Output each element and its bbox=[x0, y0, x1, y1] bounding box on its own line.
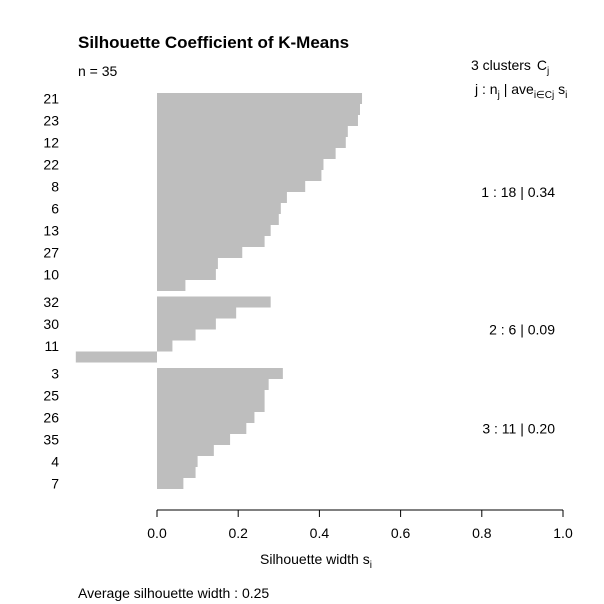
silhouette-bar bbox=[157, 401, 265, 412]
silhouette-bar bbox=[157, 104, 360, 115]
silhouette-bar bbox=[157, 159, 324, 170]
cluster-summary-labels: 1 : 18 | 0.34 2 : 6 | 0.09 3 : 11 | 0.20 bbox=[481, 184, 555, 437]
silhouette-bar bbox=[157, 170, 322, 181]
silhouette-bar bbox=[157, 318, 216, 330]
silhouette-bar bbox=[157, 329, 196, 341]
cluster-summary-label: 2 : 6 | 0.09 bbox=[489, 322, 555, 338]
legend-header-clusters: 3 clusters Cj bbox=[471, 57, 549, 77]
silhouette-bar bbox=[157, 456, 198, 467]
silhouette-bar bbox=[157, 478, 184, 489]
sample-size-label: n = 35 bbox=[78, 63, 118, 79]
legend-header-columns: j : nj | avei∈Cj si bbox=[474, 81, 567, 101]
silhouette-bars bbox=[75, 93, 363, 489]
observation-label: 23 bbox=[43, 113, 59, 129]
silhouette-bar bbox=[157, 247, 243, 258]
observation-label: 8 bbox=[51, 179, 59, 195]
silhouette-bar bbox=[157, 258, 218, 269]
silhouette-bar bbox=[157, 280, 186, 291]
silhouette-bar bbox=[157, 126, 348, 137]
silhouette-bar bbox=[157, 445, 214, 456]
observation-label: 6 bbox=[51, 201, 59, 217]
observation-label: 21 bbox=[43, 91, 59, 107]
observation-label: 7 bbox=[51, 476, 59, 492]
observation-label: 4 bbox=[51, 454, 59, 470]
silhouette-bar bbox=[157, 368, 283, 379]
observation-label: 30 bbox=[43, 316, 59, 332]
x-tick-label: 0.2 bbox=[228, 525, 248, 541]
observation-label: 11 bbox=[44, 338, 59, 354]
observation-labels: 21 23 12 22 8 6 13 27 10 32 30 11 3 25 26 35 4 7 bbox=[43, 91, 59, 492]
silhouette-bar bbox=[157, 467, 196, 478]
average-silhouette-width: Average silhouette width : 0.25 bbox=[78, 585, 269, 601]
silhouette-bar bbox=[157, 296, 271, 308]
silhouette-bar bbox=[157, 269, 216, 280]
silhouette-bar bbox=[157, 390, 265, 401]
x-tick-label: 0.6 bbox=[391, 525, 411, 541]
observation-label: 27 bbox=[43, 245, 59, 261]
silhouette-bar bbox=[157, 192, 287, 203]
silhouette-bar bbox=[157, 181, 306, 192]
cluster-summary-label: 3 : 11 | 0.20 bbox=[482, 421, 555, 437]
silhouette-bar bbox=[157, 137, 346, 148]
observation-label: 25 bbox=[43, 388, 59, 404]
silhouette-bar bbox=[75, 351, 157, 363]
silhouette-bar bbox=[157, 93, 363, 104]
x-axis-label: Silhouette width si bbox=[260, 551, 372, 571]
silhouette-bar bbox=[157, 423, 247, 434]
observation-label: 22 bbox=[43, 157, 59, 173]
chart-title: Silhouette Coefficient of K-Means bbox=[78, 33, 349, 52]
silhouette-bar bbox=[157, 379, 269, 390]
observation-label: 13 bbox=[43, 223, 59, 239]
observation-label: 3 bbox=[51, 366, 59, 382]
silhouette-bar bbox=[157, 148, 336, 159]
silhouette-bar bbox=[157, 225, 271, 236]
silhouette-bar bbox=[157, 434, 231, 445]
observation-label: 10 bbox=[43, 267, 59, 283]
observation-label: 35 bbox=[43, 432, 59, 448]
silhouette-bar bbox=[157, 236, 265, 247]
observation-label: 26 bbox=[43, 410, 59, 426]
silhouette-bar bbox=[157, 307, 237, 319]
x-tick-label: 0.4 bbox=[310, 525, 330, 541]
silhouette-bar bbox=[157, 412, 255, 423]
observation-label: 12 bbox=[43, 135, 59, 151]
x-tick-label: 1.0 bbox=[553, 525, 573, 541]
x-tick-label: 0.0 bbox=[147, 525, 167, 541]
silhouette-bar bbox=[157, 214, 279, 225]
silhouette-bar bbox=[157, 340, 173, 352]
x-tick-label: 0.8 bbox=[472, 525, 492, 541]
silhouette-bar bbox=[157, 115, 358, 126]
x-axis-ticks: 0.0 0.2 0.4 0.6 0.8 1.0 bbox=[147, 510, 573, 541]
cluster-summary-label: 1 : 18 | 0.34 bbox=[481, 184, 555, 200]
silhouette-bar bbox=[157, 203, 281, 214]
observation-label: 32 bbox=[43, 294, 59, 310]
